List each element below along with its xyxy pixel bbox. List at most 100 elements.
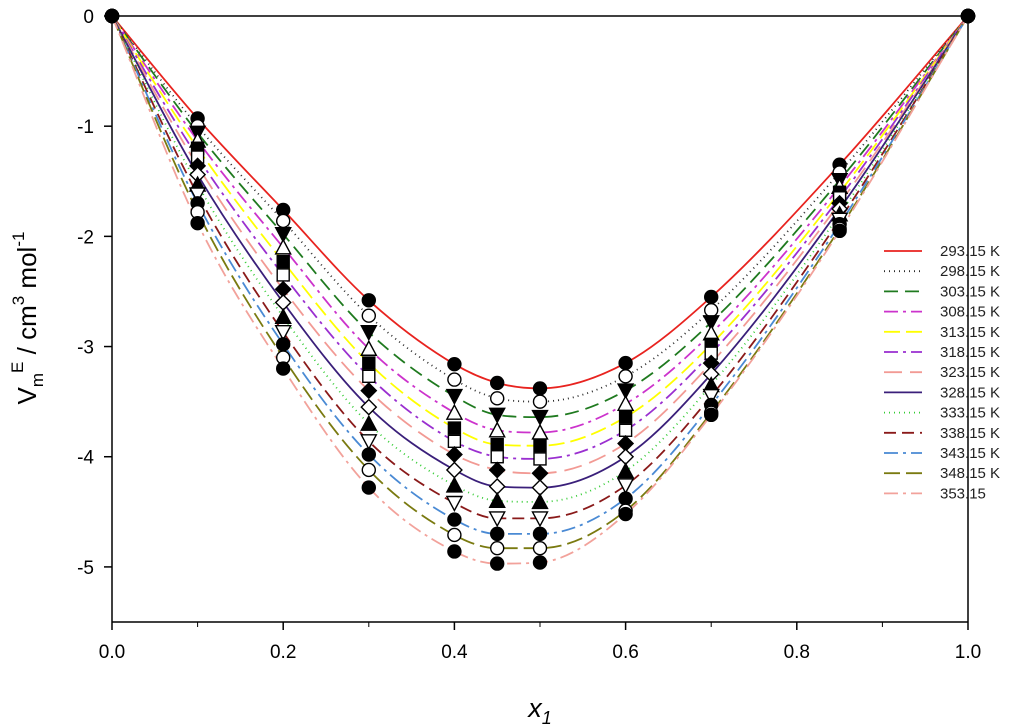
data-point-s11-2	[276, 337, 291, 352]
series-line-2	[112, 16, 968, 403]
legend: 293.15 K 298.15 K 303.15 K 308.15 K 313.15 K…	[884, 243, 1000, 502]
legend-label-1: 293.15 K	[940, 243, 1000, 260]
data-markers	[104, 8, 976, 571]
data-point-s12-4	[447, 527, 462, 543]
data-point-s1-5	[490, 375, 505, 391]
data-point-s9-5	[488, 491, 506, 508]
y-axis-title: VmE / cm3 mol-1	[8, 232, 47, 405]
data-point-s10-2	[274, 325, 292, 342]
data-point-s3-3	[360, 325, 378, 342]
legend-label-9: 333.15 K	[940, 405, 1000, 422]
x-tick-label: 0.8	[784, 642, 810, 663]
x-tick-label: 0.0	[99, 642, 125, 663]
data-point-s7-6	[531, 464, 549, 482]
x-axis-title-main: x	[526, 693, 543, 723]
x-tick-label: 0.4	[441, 642, 468, 663]
legend-label-7: 323.15 K	[940, 364, 1000, 381]
data-point-s3-7	[616, 383, 635, 400]
data-point-s2-2	[276, 213, 291, 229]
y-tick-label: -4	[77, 448, 94, 469]
data-point-s1-6	[532, 381, 548, 396]
legend-label-10: 338.15 K	[940, 425, 1000, 442]
data-point-s11-4	[447, 512, 462, 527]
legend-label-13: 353.15	[940, 485, 986, 502]
x-tick-label: 0.6	[612, 642, 638, 663]
data-point-s9-2	[274, 307, 292, 324]
data-point-s6-4	[447, 434, 462, 449]
data-point-s4-4	[445, 403, 464, 420]
data-point-s6-5	[490, 450, 504, 464]
data-point-s13-9	[832, 223, 847, 239]
data-point-s12-6	[532, 540, 548, 556]
data-point-s12-5	[490, 540, 505, 556]
data-point-s6-3	[362, 369, 376, 383]
y-axis-title-sup: E	[8, 362, 27, 373]
data-point-s7-5	[488, 461, 506, 479]
data-point-s8-7	[617, 448, 635, 466]
data-point-s5-6	[533, 439, 547, 453]
data-point-s3-2	[274, 226, 292, 244]
data-point-s9-6	[531, 492, 549, 510]
data-point-s11-5	[490, 526, 505, 542]
legend-label-4: 308.15 K	[940, 304, 1000, 321]
data-point-s5-2	[276, 255, 290, 269]
legend-label-6: 318.15 K	[940, 344, 1000, 361]
y-tick-label: -3	[77, 338, 94, 359]
series-line-3	[112, 16, 968, 419]
data-point-s10-1	[188, 187, 207, 204]
data-point-s4-5	[488, 421, 506, 438]
data-point-s1-8	[704, 289, 719, 305]
data-point-s8-6	[531, 479, 549, 497]
data-point-s12-3	[361, 462, 376, 478]
legend-label-12: 348.15 K	[940, 465, 1000, 482]
data-point-s7-4	[445, 446, 463, 464]
data-point-s9-7	[616, 462, 635, 479]
x-axis-title-sub: 1	[542, 708, 552, 728]
legend-label-3: 303.15 K	[940, 283, 1000, 300]
data-point-s3-6	[531, 409, 549, 427]
series-line-5	[112, 16, 968, 447]
data-point-s13-7	[618, 506, 633, 522]
data-point-s3-4	[445, 388, 464, 406]
data-point-s13-8	[704, 407, 719, 423]
y-axis-title-unit2-sup: -1	[9, 232, 28, 247]
data-point-s8-3	[360, 398, 378, 416]
data-point-s2-3	[361, 308, 376, 323]
data-point-s9-4	[445, 476, 464, 493]
data-point-s13-3	[361, 480, 376, 495]
series-line-13	[112, 16, 968, 565]
axis-ticks: 0.0 0.2 0.4 0.6 0.8 1.0 0 -1 -2 -3 -4 -5	[77, 7, 981, 663]
legend-label-8: 328.15 K	[940, 384, 1000, 401]
x-axis-title: x1	[526, 693, 552, 728]
data-point-s2-8	[704, 302, 719, 318]
data-point-s7-3	[360, 382, 378, 400]
data-point-s9-3	[360, 414, 378, 431]
y-tick-label: -1	[77, 117, 94, 138]
data-point-s10-8	[702, 388, 720, 406]
x-tick-label: 1.0	[955, 642, 981, 663]
y-axis-title-unit2: mol	[12, 247, 42, 296]
y-axis-title-sub: m	[28, 373, 47, 387]
y-axis-title-main: V	[12, 386, 42, 404]
data-point-s5-3	[362, 356, 376, 370]
y-tick-label: -2	[77, 227, 94, 248]
series-line-12	[112, 16, 968, 550]
series-line-11	[112, 16, 968, 535]
data-point-s13-1	[190, 215, 205, 231]
data-point-s5-4	[447, 421, 462, 435]
data-point-s2-4	[447, 372, 462, 387]
data-point-s8-5	[488, 477, 506, 495]
y-tick-label: 0	[83, 7, 94, 28]
data-point-s10-5	[488, 511, 506, 528]
y-axis-title-unit-sup: 3	[9, 296, 28, 305]
data-point-s8-2	[274, 293, 292, 311]
data-point-s6-6	[533, 452, 547, 466]
data-point-s4-3	[360, 339, 378, 356]
y-tick-label: -5	[77, 558, 94, 579]
data-point-s2-6	[532, 394, 548, 409]
data-point-s4-2	[274, 238, 292, 255]
legend-label-5: 313.15 K	[940, 324, 1000, 341]
data-point-s6-7	[618, 423, 633, 437]
data-point-s13-2	[276, 361, 291, 376]
